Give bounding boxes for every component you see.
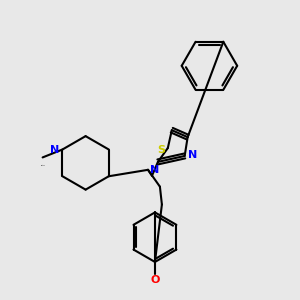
Text: N: N — [188, 150, 197, 160]
Text: S: S — [157, 145, 165, 155]
Text: N: N — [50, 145, 59, 154]
Text: N: N — [150, 165, 160, 175]
Text: methyl: methyl — [40, 165, 46, 166]
Text: O: O — [150, 275, 160, 285]
